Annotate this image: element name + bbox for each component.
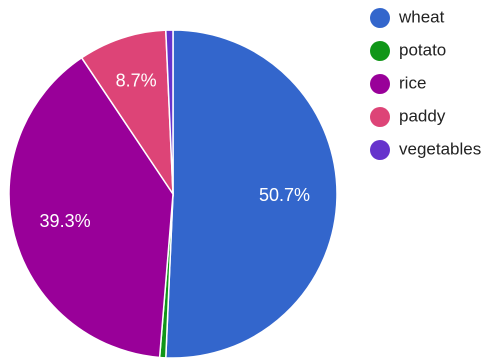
legend-marker-paddy	[370, 107, 390, 127]
legend-marker-vegetables	[370, 140, 390, 160]
pie-slice-wheat	[165, 29, 338, 359]
slice-label-rice: 39.3%	[40, 211, 91, 231]
legend-marker-rice	[370, 74, 390, 94]
pie-slice-paddy	[80, 29, 174, 197]
legend-marker-potato	[370, 41, 390, 61]
pie-slice-rice	[8, 56, 174, 359]
legend-label-paddy: paddy	[399, 106, 446, 125]
chart-legend: wheat potato rice paddy vegetables	[370, 7, 481, 160]
slice-label-paddy: 8.7%	[116, 71, 157, 91]
legend-label-rice: rice	[399, 73, 426, 92]
legend-marker-wheat	[370, 8, 390, 28]
pie-slice-labels: 50.7% 39.3% 8.7%	[40, 71, 310, 231]
pie-slice-vegetables	[165, 29, 174, 195]
pie-slices	[8, 29, 338, 359]
legend-label-vegetables: vegetables	[399, 139, 481, 158]
legend-label-wheat: wheat	[398, 7, 445, 26]
slice-label-wheat: 50.7%	[259, 185, 310, 205]
legend-label-potato: potato	[399, 40, 446, 59]
